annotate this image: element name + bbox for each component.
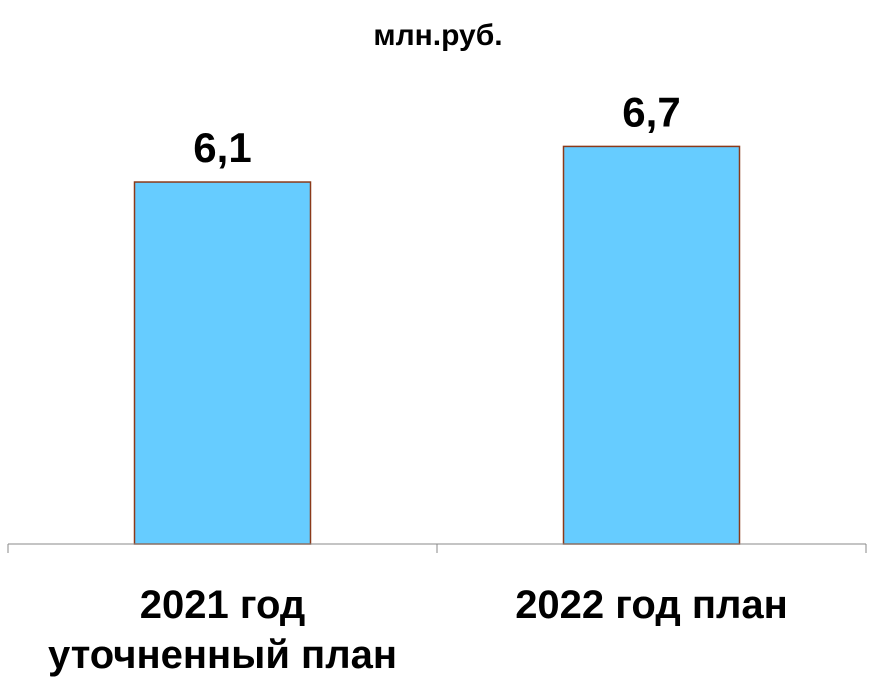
data-label: 6,7 <box>622 88 680 135</box>
unit-label: млн.руб. <box>373 19 502 52</box>
x-axis <box>7 543 867 553</box>
bar <box>562 145 741 545</box>
x-tick-label: 2021 год <box>140 583 306 627</box>
bars-group <box>133 145 741 545</box>
labels-group: 6,1 2021 год уточненный план 6,7 2022 год пл… <box>48 88 788 677</box>
x-tick-label: 2022 год план <box>515 583 788 627</box>
data-label: 6,1 <box>193 124 251 171</box>
bar <box>133 181 312 545</box>
x-tick-label: уточненный план <box>48 633 397 677</box>
